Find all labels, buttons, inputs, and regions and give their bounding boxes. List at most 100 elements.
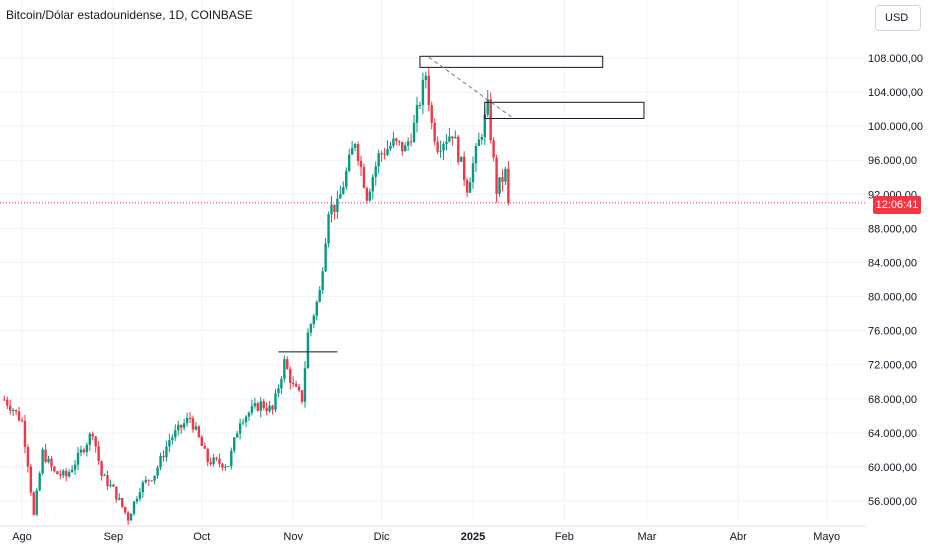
candle-body <box>421 79 425 105</box>
candle-body <box>106 475 109 487</box>
candle-body <box>227 466 230 468</box>
candle-body <box>56 471 59 475</box>
drawings[interactable] <box>278 55 645 353</box>
candle-body <box>62 470 65 476</box>
candle-body <box>462 156 466 181</box>
candle-body <box>498 177 501 194</box>
candle-body <box>118 498 121 500</box>
candle-body <box>29 466 33 493</box>
candle-body <box>504 168 507 182</box>
candle-body <box>371 176 374 192</box>
candle-body <box>20 420 24 422</box>
candle-body <box>442 144 445 151</box>
candle-body <box>97 446 100 462</box>
candle-body <box>262 401 265 409</box>
x-tick-label: Dic <box>374 531 390 543</box>
candle-body <box>230 450 233 467</box>
candle-body <box>218 459 221 464</box>
x-tick-label: Nov <box>283 531 303 543</box>
candle-body <box>32 492 35 515</box>
candle-body <box>415 105 419 123</box>
candle-body <box>23 421 27 448</box>
candle-body <box>188 417 192 419</box>
x-tick-label: Mayo <box>813 531 840 543</box>
candle-body <box>286 359 289 370</box>
price-axis[interactable]: 56.000,00 60.000,00 64.000,00 68.000,00 72.0… <box>868 53 923 508</box>
candle-body <box>9 405 12 411</box>
candle-body <box>221 463 224 468</box>
candle-body <box>350 147 354 155</box>
candle-body <box>418 104 422 106</box>
y-tick-label: 72.000,00 <box>868 360 917 372</box>
candle-body <box>377 153 380 167</box>
candle-body <box>253 403 257 407</box>
candle-body <box>289 369 292 383</box>
trendline-drawing <box>428 56 512 118</box>
candle-body <box>135 498 139 502</box>
candle-body <box>330 204 333 215</box>
candle-body <box>35 490 38 515</box>
candle-body <box>159 455 162 468</box>
candle-body <box>76 452 80 465</box>
candles[interactable] <box>3 67 510 525</box>
candle-body <box>457 136 460 162</box>
candle-body <box>162 455 165 458</box>
y-tick-label: 84.000,00 <box>868 257 917 269</box>
candle-body <box>168 440 171 447</box>
candle-body <box>259 401 262 411</box>
grid <box>0 0 866 522</box>
x-tick-label: Sep <box>104 531 124 543</box>
candle-body <box>489 99 492 141</box>
candle-body <box>235 433 239 438</box>
candle-body <box>112 484 115 487</box>
candle-body <box>398 140 401 142</box>
time-axis[interactable]: Ago Sep Oct Nov Dic 2025 Feb Mar Abr Mayo <box>0 525 866 543</box>
candle-body <box>424 75 428 80</box>
candle-body <box>386 148 389 155</box>
candle-body <box>389 145 392 149</box>
candle-body <box>433 122 436 142</box>
candle-body <box>250 406 254 413</box>
candle-body <box>177 424 180 431</box>
candle-body <box>324 243 327 272</box>
y-tick-label: 100.000,00 <box>868 121 923 133</box>
candle-body <box>247 412 251 417</box>
y-tick-label: 64.000,00 <box>868 428 917 440</box>
candle-body <box>477 139 481 147</box>
rectangle-drawing-1 <box>419 55 604 68</box>
candle-body <box>309 324 313 333</box>
candle-body <box>100 461 103 476</box>
candle-body <box>430 105 433 123</box>
y-tick-label: 56.000,00 <box>868 496 917 508</box>
candle-body <box>460 156 463 162</box>
candle-body <box>203 445 206 449</box>
candle-body <box>238 423 242 434</box>
candle-body <box>451 136 454 139</box>
candle-body <box>115 486 118 500</box>
candle-body <box>79 449 83 453</box>
candle-body <box>191 418 195 430</box>
candle-body <box>47 458 50 462</box>
candle-body <box>17 411 21 421</box>
candle-body <box>454 136 457 139</box>
candle-body <box>109 484 112 487</box>
candle-body <box>395 138 398 141</box>
candle-body <box>486 99 489 115</box>
candle-body <box>427 75 430 106</box>
candle-body <box>212 457 215 465</box>
x-tick-label: Mar <box>637 531 656 543</box>
candle-body <box>265 408 268 412</box>
candle-body <box>465 180 469 193</box>
candle-body <box>342 187 345 195</box>
candle-body <box>171 437 174 441</box>
candle-body <box>209 462 212 465</box>
candle-body <box>44 449 47 462</box>
candle-body <box>165 446 168 458</box>
candle-body <box>271 405 274 410</box>
candle-body <box>339 194 342 199</box>
y-tick-label: 68.000,00 <box>868 394 917 406</box>
currency-button[interactable]: USD <box>875 5 921 31</box>
candle-body <box>448 136 451 142</box>
candle-body <box>291 382 295 384</box>
